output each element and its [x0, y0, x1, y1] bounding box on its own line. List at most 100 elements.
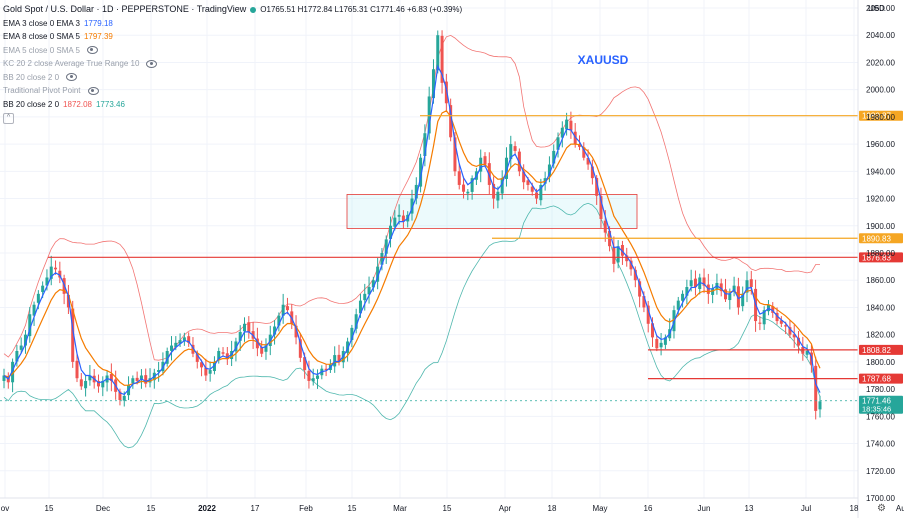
candle-body: [711, 288, 715, 295]
candle-body: [255, 338, 259, 349]
candle-body: [28, 314, 32, 337]
candle-body: [225, 353, 229, 360]
settings-gear-icon[interactable]: ⚙: [877, 503, 886, 514]
x-tick-label: 2022: [198, 504, 216, 513]
candle-body: [139, 375, 143, 379]
y-tick-label: 2020.00: [866, 58, 895, 67]
candle-body: [629, 260, 633, 270]
candle-body: [431, 69, 435, 99]
candle-body: [681, 293, 685, 301]
indicator-bb[interactable]: BB 20 close 2 0 1872.08 1773.46: [3, 98, 462, 112]
candle-body: [238, 331, 242, 341]
x-tick-label: 16: [644, 504, 653, 513]
hidden-eye-icon[interactable]: [146, 59, 158, 68]
candle-body: [316, 375, 320, 379]
currency-label[interactable]: USD: [868, 4, 885, 13]
time-axis: ov 15 Dec 15 2022 17 Feb 15 Mar 15 Apr 18 May 16 Jun 13…: [0, 497, 904, 513]
price-level-label: 1808.82: [862, 346, 891, 355]
candle-body: [569, 120, 573, 131]
candle-body: [565, 119, 569, 130]
x-tick-label: Apr: [499, 504, 512, 513]
y-tick-label: 1880.00: [866, 249, 895, 258]
indicator-ema5[interactable]: EMA 5 close 0 SMA 5: [3, 44, 462, 58]
bb-lower-line: [3, 202, 821, 449]
candle-body: [101, 380, 105, 388]
candle-body: [651, 323, 655, 338]
candle-body: [350, 327, 354, 341]
candle-body: [702, 277, 706, 286]
candle-body: [444, 81, 448, 104]
candle-body: [693, 278, 697, 288]
price-level-label: 1787.68: [862, 375, 891, 384]
y-tick-label: 1860.00: [866, 276, 895, 285]
candle-body: [135, 377, 139, 381]
x-tick-label: Jul: [801, 504, 811, 513]
candle-body: [169, 345, 173, 351]
candle-body: [414, 184, 418, 199]
indicator-kc[interactable]: KC 20 2 close Average True Range 10: [3, 57, 462, 71]
candle-body: [277, 315, 281, 326]
candle-body: [492, 183, 496, 199]
candle-body: [243, 323, 247, 332]
price-levels: 1980.87 1890.83 1876.83 1808.82 1787.68 1771.…: [0, 110, 903, 414]
y-tick-label: 1940.00: [866, 167, 895, 176]
x-tick-label: Jun: [698, 504, 711, 513]
candle-body: [195, 354, 199, 362]
price-axis: 1700.00 1720.00 1740.00 1760.00 1780.00 1800.…: [857, 0, 895, 518]
hidden-eye-icon[interactable]: [86, 46, 98, 55]
candle-body: [41, 285, 45, 292]
candle-body: [380, 253, 384, 265]
candle-body: [530, 186, 534, 192]
candle-body: [23, 334, 27, 346]
candle-body: [427, 96, 431, 134]
indicator-pivot[interactable]: Traditional Pivot Point: [3, 84, 462, 98]
price-level-tag: [859, 395, 903, 414]
candle-body: [221, 352, 225, 354]
hidden-eye-icon[interactable]: [66, 73, 78, 82]
candle-body: [741, 293, 745, 307]
candle-body: [625, 255, 629, 262]
candle-body: [367, 287, 371, 295]
y-tick-label: 1740.00: [866, 440, 895, 449]
hidden-eye-icon[interactable]: [87, 86, 99, 95]
candle-body: [449, 105, 453, 138]
candle-body: [453, 137, 457, 172]
indicator-ema3[interactable]: EMA 3 close 0 EMA 3 1779.18: [3, 18, 113, 28]
market-status-icon: [250, 6, 257, 13]
candle-body: [410, 198, 414, 214]
candle-body: [371, 280, 375, 288]
candle-body: [775, 312, 779, 322]
candle-body: [182, 337, 186, 341]
y-tick-label: 2060.00: [866, 4, 895, 13]
candle-body: [397, 214, 401, 217]
candle-body: [642, 296, 646, 308]
x-tick-label: Aug: [896, 504, 904, 513]
y-tick-label: 1760.00: [866, 412, 895, 421]
y-tick-label: 1820.00: [866, 331, 895, 340]
candle-body: [620, 245, 624, 256]
candle-body: [376, 266, 380, 282]
candle-body: [157, 370, 161, 372]
y-tick-label: 1900.00: [866, 222, 895, 231]
candle-body: [522, 171, 526, 183]
indicator-bb-hidden[interactable]: BB 20 close 2 0: [3, 71, 462, 85]
candle-body: [599, 196, 603, 219]
candle-body: [504, 157, 508, 179]
candle-body: [294, 325, 298, 338]
candle-body: [603, 220, 607, 233]
candle-body: [797, 337, 801, 346]
candle-body: [466, 191, 470, 194]
candle-body: [58, 270, 62, 278]
candle-body: [689, 280, 693, 287]
y-tick-label: 1920.00: [866, 195, 895, 204]
candle-body: [728, 293, 732, 301]
collapse-legend-icon[interactable]: ^: [3, 113, 14, 124]
candle-body: [470, 178, 474, 192]
price-level-label: 1876.83: [862, 253, 891, 262]
indicator-ema8[interactable]: EMA 8 close 0 SMA 5 1797.39: [3, 32, 113, 41]
candle-body: [462, 184, 466, 192]
y-tick-label: 1800.00: [866, 358, 895, 367]
moving-averages: [3, 64, 821, 396]
price-level-tag: [859, 233, 903, 244]
